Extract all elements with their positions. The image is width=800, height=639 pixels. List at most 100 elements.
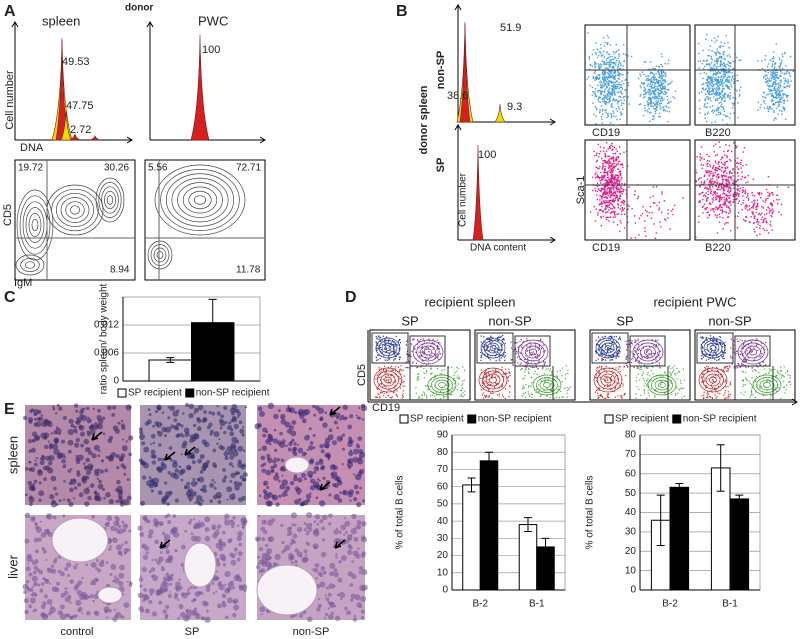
dot: [651, 211, 653, 214]
dot: [770, 73, 772, 76]
dot: [731, 179, 733, 181]
dot: [618, 55, 620, 57]
dot: [753, 202, 756, 204]
dot: [781, 110, 783, 112]
dot: [603, 61, 606, 63]
dot: [600, 196, 603, 199]
dot: [647, 350, 649, 352]
dot: [707, 92, 709, 95]
dot: [714, 388, 716, 390]
dot: [379, 350, 382, 352]
dot: [399, 356, 401, 358]
dot: [611, 199, 613, 202]
dot: [703, 60, 705, 62]
dot: [652, 202, 655, 204]
dot: [715, 113, 718, 116]
dot: [738, 94, 741, 96]
dot: [661, 72, 663, 75]
dot: [597, 397, 599, 399]
dot: [768, 107, 770, 110]
dot: [443, 369, 445, 371]
dot: [380, 370, 382, 373]
dot: [749, 396, 751, 398]
dot: [723, 204, 726, 206]
dot: [640, 103, 642, 105]
dot: [615, 348, 618, 350]
dot: [698, 193, 700, 196]
dot: [618, 61, 621, 64]
dot: [705, 338, 707, 340]
dot: [617, 368, 620, 370]
dot: [610, 194, 613, 197]
dot: [598, 78, 600, 80]
dot: [733, 187, 735, 189]
dot: [769, 84, 771, 87]
dot: [719, 343, 721, 346]
dot: [394, 379, 397, 381]
dot: [716, 366, 718, 369]
dot: [730, 204, 732, 206]
dot: [712, 183, 714, 185]
dot: [699, 112, 701, 114]
dot: [650, 87, 653, 89]
dot: [598, 167, 600, 170]
dot: [762, 366, 764, 368]
dot: [502, 385, 504, 387]
dot: [713, 72, 715, 75]
dot: [752, 194, 754, 197]
dot: [704, 379, 706, 381]
dot: [631, 208, 633, 210]
dot: [600, 55, 603, 57]
dot: [607, 114, 609, 116]
dot: [614, 71, 617, 74]
dot: [720, 354, 722, 356]
dot: [502, 376, 504, 378]
dot: [661, 55, 663, 58]
dot: [654, 110, 657, 113]
dot: [380, 337, 382, 339]
dot: [610, 70, 613, 73]
dot: [759, 191, 761, 194]
dot: [392, 369, 394, 371]
dot: [637, 366, 639, 369]
dot: [671, 393, 673, 396]
dot: [610, 345, 612, 347]
dot: [673, 365, 676, 367]
dot: [598, 176, 600, 179]
dot: [662, 375, 664, 377]
dot: [613, 89, 615, 91]
dot: [600, 87, 603, 89]
dot: [789, 75, 792, 77]
dot: [425, 347, 427, 349]
dot: [731, 363, 733, 365]
dot: [632, 357, 634, 359]
dot: [667, 212, 669, 215]
dot: [436, 345, 439, 347]
dot: [723, 203, 725, 205]
dot: [676, 367, 678, 370]
dot: [716, 62, 719, 65]
dot: [763, 382, 765, 384]
dot: [719, 46, 721, 49]
dot: [376, 338, 378, 340]
dot: [658, 367, 661, 369]
dot: [670, 374, 672, 376]
dot: [611, 204, 614, 206]
dot: [721, 176, 723, 178]
dot: [438, 358, 440, 361]
dot: [658, 354, 660, 357]
dot: [715, 162, 717, 164]
dot: [517, 362, 519, 364]
dot: [613, 186, 615, 189]
dot: [616, 85, 619, 88]
dot: [716, 188, 718, 191]
dot: [638, 388, 640, 390]
dot: [655, 81, 658, 83]
dot: [757, 60, 759, 62]
dot: [695, 180, 698, 183]
dot: [774, 82, 776, 85]
dot: [603, 76, 606, 79]
dot: [616, 341, 618, 343]
dot: [715, 397, 717, 399]
dot: [439, 373, 441, 375]
